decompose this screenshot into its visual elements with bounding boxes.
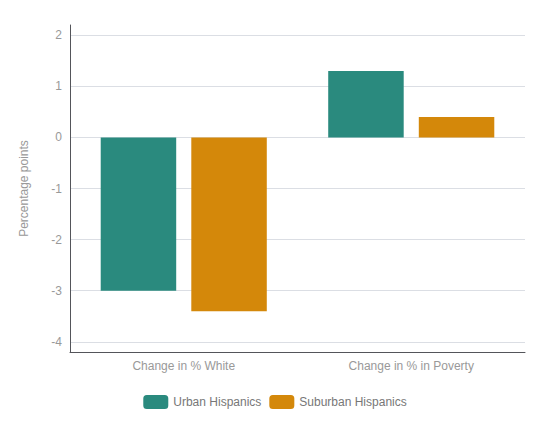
svg-text:Change in % White: Change in % White (132, 359, 235, 373)
svg-text:-4: -4 (51, 335, 62, 349)
svg-text:Change in % in Poverty: Change in % in Poverty (349, 359, 474, 373)
svg-text:0: 0 (55, 130, 62, 144)
svg-text:Urban Hispanics: Urban Hispanics (173, 395, 261, 409)
svg-text:Suburban Hispanics: Suburban Hispanics (299, 395, 406, 409)
svg-text:-1: -1 (51, 182, 62, 196)
svg-text:-3: -3 (51, 284, 62, 298)
svg-text:1: 1 (55, 79, 62, 93)
svg-text:2: 2 (55, 28, 62, 42)
svg-text:Percentage points: Percentage points (17, 140, 31, 237)
svg-text:-2: -2 (51, 233, 62, 247)
